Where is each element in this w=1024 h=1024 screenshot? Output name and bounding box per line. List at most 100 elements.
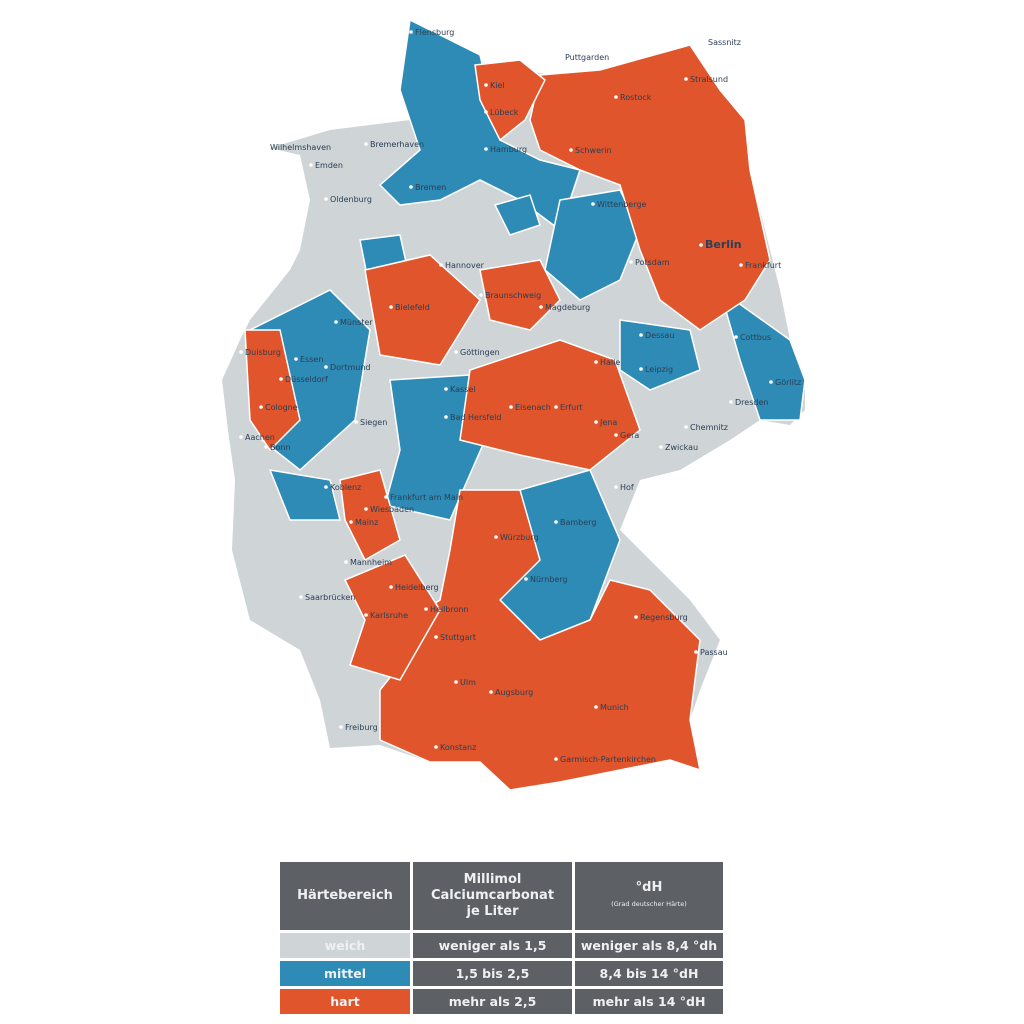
city-label: Frankfurt am Main: [390, 493, 463, 502]
region-hart-kiel: [474, 59, 546, 142]
city-marker: [264, 145, 268, 149]
region-hart-thuringia: [459, 339, 641, 471]
city-marker: [364, 142, 368, 146]
legend-label-mittel: mittel: [280, 961, 410, 986]
city-label: Karlsruhe: [370, 611, 408, 620]
city-marker: [554, 405, 558, 409]
city-marker: [734, 335, 738, 339]
city-marker: [614, 95, 618, 99]
region-mittel-west2: [268, 469, 341, 521]
city-marker: [344, 560, 348, 564]
city-marker: [569, 148, 573, 152]
hardness-legend-table: Härtebereich Millimol Calciumcarbonat je…: [277, 859, 726, 1017]
city-label: Duisburg: [245, 348, 281, 357]
city-label: Stralsund: [690, 75, 728, 84]
region-hart-west: [244, 329, 301, 452]
city-marker: [434, 745, 438, 749]
legend-row-mittel: mittel 1,5 bis 2,5 8,4 bis 14 °dH: [280, 961, 723, 986]
city-label: Bamberg: [560, 518, 596, 527]
city-label: Würzburg: [500, 533, 539, 542]
city-marker: [299, 595, 303, 599]
city-label: Heilbronn: [430, 605, 469, 614]
region-mittel-north: [378, 18, 581, 232]
city-marker: [264, 445, 268, 449]
legend-dh-hart: mehr als 14 °dH: [575, 989, 723, 1014]
city-marker: [629, 260, 633, 264]
header-dh-label: °dH: [635, 880, 663, 895]
city-label: Görlitz: [775, 378, 801, 387]
city-label: Emden: [315, 161, 343, 170]
city-marker: [294, 357, 298, 361]
city-marker: [324, 485, 328, 489]
city-marker: [389, 585, 393, 589]
city-label: Bremen: [415, 183, 446, 192]
city-label: Mannheim: [350, 558, 392, 567]
city-marker: [539, 305, 543, 309]
city-marker: [684, 77, 688, 81]
city-label: Hof: [620, 483, 634, 492]
city-marker: [334, 320, 338, 324]
region-mittel-saxony-anhalt: [619, 319, 701, 391]
city-label: Munich: [600, 703, 629, 712]
city-marker: [239, 350, 243, 354]
city-label: Braunschweig: [485, 291, 541, 300]
city-label: Düsseldorf: [285, 375, 328, 384]
city-marker: [729, 400, 733, 404]
city-marker: [684, 425, 688, 429]
city-label: Konstanz: [440, 743, 476, 752]
city-label: Saarbrücken: [305, 593, 355, 602]
city-label: Dresden: [735, 398, 768, 407]
city-marker: [444, 415, 448, 419]
city-label: Freiburg: [345, 723, 378, 732]
city-marker: [384, 495, 388, 499]
city-label: Bonn: [270, 443, 291, 452]
header-haertebereich: Härtebereich: [280, 862, 410, 930]
legend-row-hart: hart mehr als 2,5 mehr als 14 °dH: [280, 989, 723, 1014]
city-marker: [769, 380, 773, 384]
city-label: Potsdam: [635, 258, 670, 267]
city-label: Augsburg: [495, 688, 533, 697]
city-marker: [424, 607, 428, 611]
city-label: Göttingen: [460, 348, 500, 357]
city-marker: [524, 577, 528, 581]
legend-label-hart: hart: [280, 989, 410, 1014]
city-label: Wiesbaden: [370, 505, 414, 514]
city-marker: [639, 367, 643, 371]
city-label: Dessau: [645, 331, 674, 340]
city-marker: [489, 690, 493, 694]
city-label: Wittenberge: [597, 200, 646, 209]
city-label: Puttgarden: [565, 53, 609, 62]
city-marker: [389, 305, 393, 309]
city-label: Aachen: [245, 433, 275, 442]
city-marker: [444, 387, 448, 391]
city-marker: [454, 350, 458, 354]
city-marker: [639, 333, 643, 337]
city-label: Nürnberg: [530, 575, 568, 584]
city-label: Regensburg: [640, 613, 688, 622]
legend-mmol-mittel: 1,5 bis 2,5: [413, 961, 572, 986]
city-label: Kassel: [450, 385, 476, 394]
region-hart-northeast: [529, 44, 771, 331]
city-label: Hamburg: [490, 145, 527, 154]
city-label: Cottbus: [740, 333, 771, 342]
city-marker: [614, 485, 618, 489]
city-label: Zwickau: [665, 443, 698, 452]
city-marker: [594, 360, 598, 364]
city-marker: [554, 520, 558, 524]
city-marker: [239, 435, 243, 439]
legend-mmol-hart: mehr als 2,5: [413, 989, 572, 1014]
city-label: Erfurt: [560, 403, 583, 412]
city-label: Sassnitz: [708, 38, 741, 47]
city-label: Koblenz: [330, 483, 361, 492]
city-label: Dortmund: [330, 363, 371, 372]
city-label: Lübeck: [490, 108, 519, 117]
region-hart-magdeburg: [479, 259, 561, 331]
city-marker: [591, 202, 595, 206]
city-marker: [364, 613, 368, 617]
city-marker: [324, 197, 328, 201]
region-hart-baden: [343, 554, 441, 681]
city-marker: [594, 705, 598, 709]
header-dh-sub: (Grad deutscher Härte): [611, 900, 687, 908]
city-label: Flensburg: [415, 28, 454, 37]
city-marker: [479, 293, 483, 297]
